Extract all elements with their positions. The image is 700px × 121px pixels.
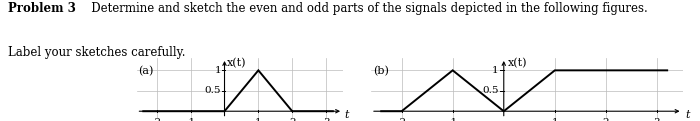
Text: -1: -1 [447, 118, 458, 121]
Text: (b): (b) [374, 66, 389, 76]
Text: Determine and sketch the even and odd parts of the signals depicted in the follo: Determine and sketch the even and odd pa… [80, 2, 648, 15]
Text: Label your sketches carefully.: Label your sketches carefully. [8, 46, 186, 59]
Text: 0.5: 0.5 [204, 86, 221, 95]
Text: (a): (a) [138, 66, 153, 76]
Text: 2: 2 [289, 118, 295, 121]
Text: t: t [685, 110, 690, 120]
Text: t: t [344, 110, 349, 120]
Text: x(t): x(t) [228, 58, 246, 68]
Text: 1: 1 [255, 118, 262, 121]
Text: Problem 3: Problem 3 [8, 2, 76, 15]
Text: 1: 1 [492, 66, 498, 75]
Text: 3: 3 [654, 118, 660, 121]
Text: 0.5: 0.5 [482, 86, 498, 95]
Text: 2: 2 [603, 118, 609, 121]
Text: x(t): x(t) [508, 58, 527, 68]
Text: 3: 3 [323, 118, 330, 121]
Text: 1: 1 [214, 66, 221, 75]
Text: -2: -2 [397, 118, 407, 121]
Text: -2: -2 [152, 118, 162, 121]
Text: 1: 1 [552, 118, 558, 121]
Text: -1: -1 [186, 118, 196, 121]
